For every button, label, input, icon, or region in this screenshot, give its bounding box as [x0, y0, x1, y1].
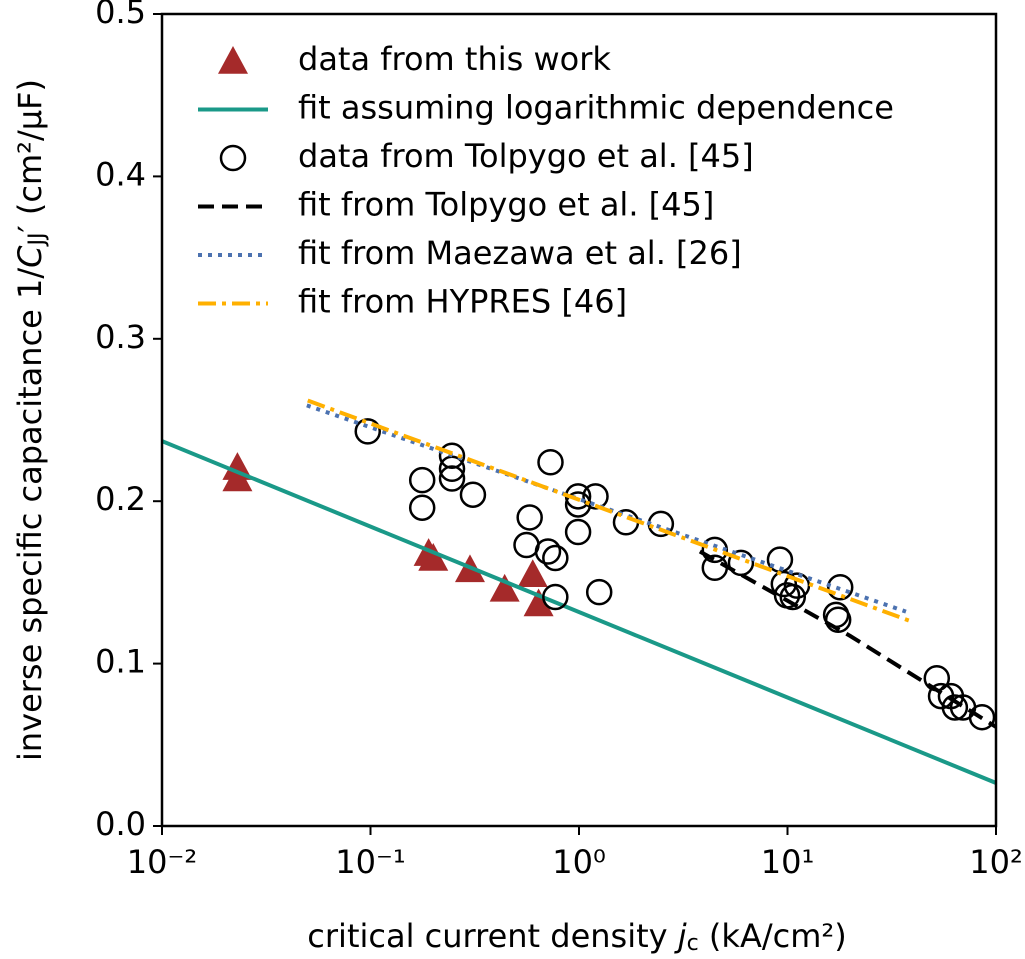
legend-label: fit from Maezawa et al. [26]	[298, 234, 742, 272]
circle-marker	[537, 448, 564, 476]
triangle-marker	[517, 559, 548, 588]
circle-marker	[438, 465, 466, 492]
y-axis-label: inverse specific capacitance 1/CJJ′ (cm²…	[11, 79, 50, 761]
circle-marker	[779, 583, 807, 611]
triangle-marker	[222, 463, 253, 492]
y-tick-label: 0.0	[95, 805, 146, 843]
circle-marker	[612, 509, 640, 536]
circle-marker	[459, 481, 487, 508]
x-label-symbol: j	[674, 917, 687, 955]
series-line	[162, 439, 996, 785]
circle-marker	[542, 544, 569, 572]
circle-marker	[826, 574, 854, 601]
legend-label: fit from HYPRES [46]	[298, 283, 627, 321]
y-label-symbol: C	[11, 245, 49, 268]
series-line	[698, 549, 996, 729]
circle-marker	[564, 518, 592, 546]
circle-marker	[824, 606, 852, 634]
x-tick-label: 10¹	[761, 843, 815, 881]
x-tick-label: 10⁻²	[127, 843, 197, 881]
x-tick-label: 10²	[969, 843, 1023, 881]
circle-marker	[219, 144, 247, 172]
y-label-suffix: ′ (cm²/μF)	[11, 79, 49, 233]
circle-marker	[582, 483, 609, 510]
circle-marker	[408, 494, 436, 521]
circle-marker	[516, 504, 543, 531]
y-tick-label: 0.3	[95, 318, 146, 356]
plot-area	[162, 398, 996, 785]
legend-label: fit assuming logarithmic dependence	[298, 89, 894, 127]
y-tick-label: 0.2	[95, 480, 146, 518]
x-tick-label: 10⁰	[552, 843, 606, 881]
triangle-marker	[489, 573, 520, 602]
x-axis-label: critical current density jc (kA/cm²)	[307, 917, 846, 956]
circle-marker	[941, 694, 969, 721]
y-label-subscript: JJ	[25, 233, 50, 248]
circle-marker	[438, 442, 466, 469]
y-tick-label: 0.1	[95, 643, 146, 681]
y-tick-label: 0.4	[95, 155, 146, 193]
x-label-subscript: c	[687, 931, 699, 956]
y-label-text: inverse specific capacitance 1/	[11, 268, 49, 761]
y-tick-label: 0.5	[95, 0, 146, 31]
legend-label: data from this work	[298, 40, 611, 78]
circle-marker	[727, 549, 755, 577]
circle-marker	[701, 536, 729, 564]
x-label-text: critical current density	[307, 917, 677, 955]
circle-marker	[354, 418, 381, 445]
triangle-marker	[523, 588, 554, 617]
triangle-marker	[418, 543, 449, 571]
circle-marker	[408, 466, 436, 494]
legend-label: fit from Tolpygo et al. [45]	[298, 186, 714, 224]
circle-marker	[701, 554, 729, 582]
triangle-marker	[218, 46, 248, 74]
circle-marker	[968, 703, 996, 731]
x-tick-label: 10⁻¹	[335, 843, 405, 881]
series-line	[307, 398, 914, 624]
circle-marker	[770, 570, 798, 598]
x-label-suffix: (kA/cm²)	[699, 917, 847, 955]
circle-marker	[542, 583, 569, 611]
circle-marker	[585, 578, 613, 606]
circle-marker	[534, 538, 562, 565]
plot-frame	[160, 12, 998, 828]
legend-label: data from Tolpygo et al. [45]	[298, 137, 754, 175]
